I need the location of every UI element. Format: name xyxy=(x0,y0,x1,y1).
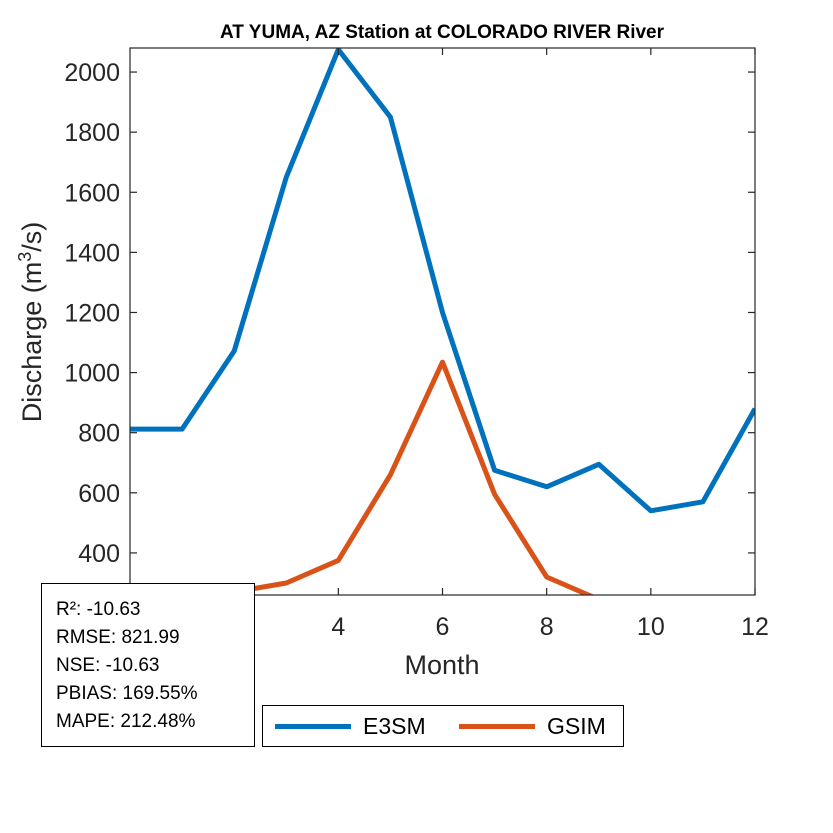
x-tick-label: 6 xyxy=(436,613,450,641)
y-axis-label-superscript: 3 xyxy=(15,252,35,262)
y-tick-label: 1000 xyxy=(64,360,120,388)
y-axis-label-tail: /s) xyxy=(17,222,47,252)
legend-entry-e3sm: E3SM xyxy=(275,706,426,746)
y-tick-label: 1400 xyxy=(64,239,120,267)
x-tick-label: 4 xyxy=(331,613,345,641)
x-tick-label: 8 xyxy=(540,613,554,641)
y-axis-label: Discharge (m3/s) xyxy=(15,222,47,423)
y-tick-label: 2000 xyxy=(64,59,120,87)
legend-swatch-gsim xyxy=(459,723,535,729)
x-tick-label: 12 xyxy=(741,613,769,641)
x-axis-label: Month xyxy=(404,650,479,680)
y-tick-label: 1800 xyxy=(64,119,120,147)
stat-nse: NSE: -10.63 xyxy=(56,655,160,676)
y-tick-label: 600 xyxy=(78,480,120,508)
y-tick-label: 1600 xyxy=(64,179,120,207)
y-axis-label-main: Discharge (m xyxy=(17,262,47,423)
legend-label-gsim: GSIM xyxy=(547,712,606,739)
stat-rmse: RMSE: 821.99 xyxy=(56,627,180,648)
x-tick-label: 10 xyxy=(637,613,665,641)
statistics-box: R²: -10.63 RMSE: 821.99 NSE: -10.63 PBIA… xyxy=(41,583,255,747)
stat-mape: MAPE: 212.48% xyxy=(56,711,196,732)
stat-r2: R²: -10.63 xyxy=(56,599,141,620)
y-tick-label: 1200 xyxy=(64,299,120,327)
y-tick-label: 400 xyxy=(78,540,120,568)
chart-legend: E3SM GSIM xyxy=(262,705,624,747)
y-tick-label: 800 xyxy=(78,420,120,448)
stat-pbias: PBIAS: 169.55% xyxy=(56,683,198,704)
legend-swatch-e3sm xyxy=(275,723,351,729)
legend-label-e3sm: E3SM xyxy=(363,712,426,739)
series-line-e3sm xyxy=(130,48,755,514)
legend-entry-gsim: GSIM xyxy=(459,706,606,746)
series-line-gsim xyxy=(202,359,595,595)
plot-frame xyxy=(129,47,756,596)
chart-title: AT YUMA, AZ Station at COLORADO RIVER Ri… xyxy=(220,22,665,43)
